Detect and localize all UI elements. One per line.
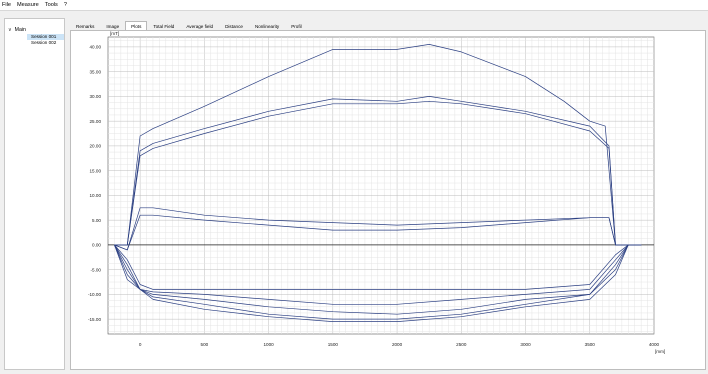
x-tick-label: 3500 — [585, 342, 596, 347]
y-tick-label: 0.00 — [92, 243, 101, 248]
menu-help[interactable]: ? — [63, 1, 67, 8]
x-tick-label: 1000 — [263, 342, 274, 347]
series-line-8 — [114, 244, 642, 315]
tree-item-session-001[interactable]: Session 001 — [27, 34, 64, 40]
menu-file[interactable]: File — [2, 1, 12, 8]
y-tick-label: 5.00 — [92, 218, 101, 223]
x-tick-label: 500 — [201, 342, 209, 347]
tree-root[interactable]: ∨ Main — [8, 27, 26, 33]
x-tick-label: 1500 — [328, 342, 339, 347]
y-tick-label: 35.00 — [90, 69, 102, 74]
chevron-down-icon[interactable]: ∨ — [8, 27, 12, 33]
y-tick-label: 40.00 — [90, 45, 102, 50]
tab-distance[interactable]: Distance — [225, 24, 243, 29]
tab-average-field[interactable]: Average field — [186, 24, 214, 29]
series-line-3 — [114, 100, 642, 246]
series-line-1 — [114, 44, 642, 246]
y-axis-label: [mT] — [110, 31, 119, 36]
plot-panel: 40.00 35.00 30.00 25.00 20.00 15.00 10.00 5.00 0… — [70, 30, 706, 370]
y-tick-label: 25.00 — [90, 119, 102, 124]
series-line-7 — [114, 244, 642, 305]
session-tree: ∨ Main Session 001 Session 002 — [4, 18, 65, 370]
tab-profil[interactable]: Profil — [291, 24, 302, 29]
y-tick-label: 30.00 — [90, 94, 102, 99]
x-tick-label: 0 — [139, 342, 142, 347]
y-tick-label: -5.00 — [91, 267, 102, 272]
menu-tools[interactable]: Tools — [44, 1, 58, 8]
y-tick-label: -15.00 — [88, 317, 101, 322]
series-line-5 — [114, 214, 642, 251]
tab-plots[interactable]: Plots — [125, 21, 148, 30]
y-tick-label: 20.00 — [90, 144, 102, 149]
tab-nonlinearity[interactable]: Nonlinearity — [254, 24, 280, 29]
tab-image[interactable]: Image — [106, 24, 120, 29]
series-line-6 — [114, 244, 642, 290]
x-axis-label: [mm] — [655, 349, 665, 354]
tab-total-field[interactable]: Total Field — [153, 24, 175, 29]
tab-remarks[interactable]: Remarks — [76, 24, 95, 29]
tab-bar: Remarks Image Plots Total Field Average … — [70, 21, 308, 30]
x-tick-label: 2500 — [456, 342, 467, 347]
plot-area — [107, 36, 655, 335]
menu-measure[interactable]: Measure — [17, 1, 39, 8]
y-tick-label: 10.00 — [90, 193, 102, 198]
y-tick-label: -10.00 — [88, 292, 101, 297]
menu-bar: File Measure Tools ? — [0, 0, 708, 11]
y-tick-label: 15.00 — [90, 168, 102, 173]
field-chart: 40.00 35.00 30.00 25.00 20.00 15.00 10.00 5.00 0… — [88, 31, 665, 354]
tree-root-label: Main — [14, 27, 26, 33]
x-tick-label: 3000 — [520, 342, 531, 347]
x-tick-label: 4000 — [649, 342, 660, 347]
x-tick-label: 2000 — [392, 342, 403, 347]
series-line-10 — [114, 244, 642, 322]
tree-item-session-002[interactable]: Session 002 — [31, 40, 57, 45]
